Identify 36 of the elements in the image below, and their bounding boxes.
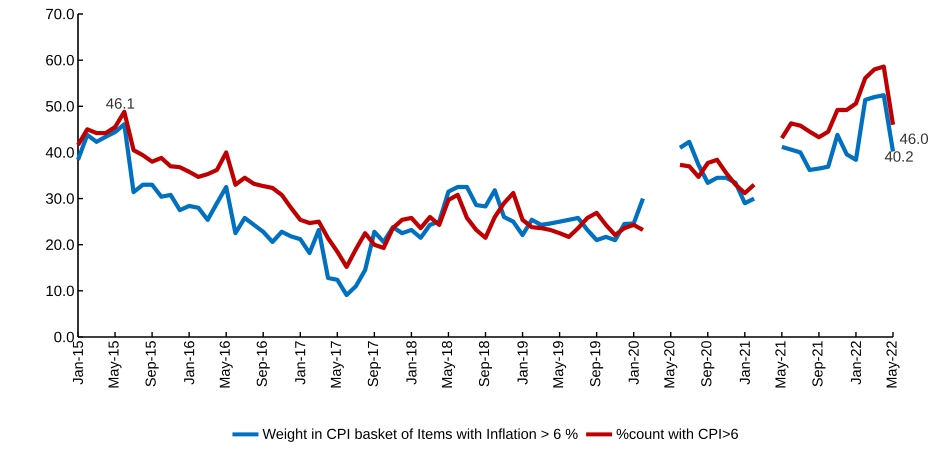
x-tick-label: Jan-17 [295,341,306,384]
x-tick-label: May-21 [775,341,788,388]
x-tick-label: May-19 [553,341,566,388]
y-tick-label: 0.0 [54,332,74,342]
y-tick-label: 70.0 [46,8,74,20]
x-tick-label: May-18 [442,341,455,388]
y-tick-label: 50.0 [46,100,74,112]
x-tick-label: Jan-18 [406,341,417,384]
x-tick-label: Sep-20 [701,341,714,386]
x-tick-label: May-22 [886,341,900,388]
x-tick-label: Sep-21 [812,341,826,386]
data-label: 40.2 [884,151,913,162]
y-tick-label: 20.0 [46,239,74,250]
x-tick-label: Sep-16 [256,341,270,386]
legend-label: Weight in CPI basket of Items with Inflation > 6 % [262,428,578,442]
x-tick-label: Jan-21 [740,341,750,384]
x-tick-label: Sep-15 [146,341,159,386]
x-tick-label: Jan-20 [628,341,639,384]
x-tick-label: May-17 [330,341,344,388]
x-tick-label: Sep-17 [368,341,381,386]
x-tick-label: May-16 [220,341,233,388]
y-tick-label: 30.0 [46,193,74,204]
y-tick-label: 10.0 [46,286,74,296]
x-tick-label: Jan-16 [184,341,194,384]
x-tick-label: Jan-19 [517,341,528,384]
x-tick-label: May-15 [108,341,122,388]
y-tick-label: 40.0 [46,147,74,158]
legend-label: %count with CPI>6 [616,428,738,440]
data-label: 46.1 [106,98,134,109]
data-label: 46.0 [900,133,928,144]
x-tick-label: Sep-18 [478,341,492,386]
x-tick-label: Sep-19 [590,341,604,386]
y-tick-label: 60.0 [46,54,74,66]
x-tick-label: May-20 [664,341,678,388]
x-tick-label: Jan-22 [850,341,862,384]
x-tick-label: Jan-15 [72,341,84,384]
